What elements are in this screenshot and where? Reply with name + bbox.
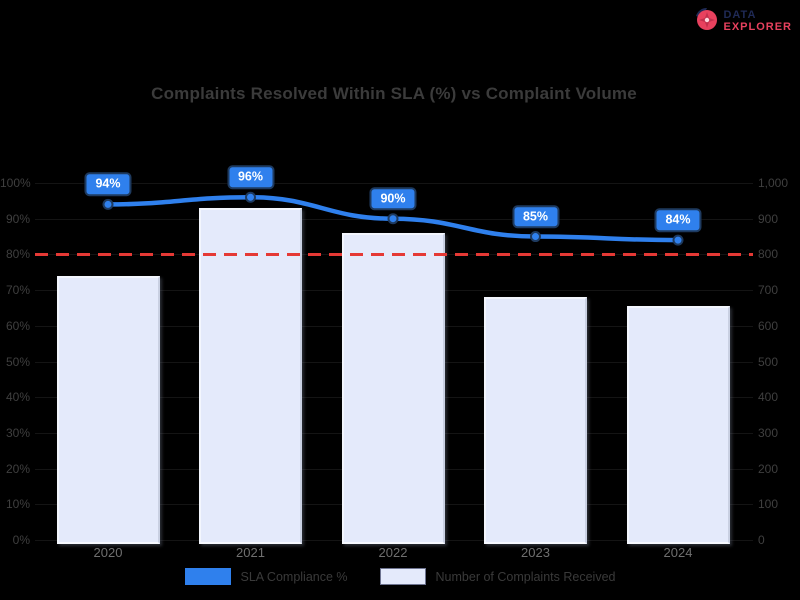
data-label-bubble: 85% — [511, 204, 560, 229]
right-axis-tick-label: 0 — [758, 533, 765, 547]
right-axis-tick-label: 900 — [758, 211, 779, 226]
x-axis-label-2021: 2021 — [236, 545, 265, 560]
left-axis-tick-label: 50% — [5, 354, 30, 369]
x-axis-label-2020: 2020 — [93, 545, 123, 560]
logo-wordmark: DATA EXPLORER — [723, 8, 792, 33]
left-axis-tick-label: 20% — [5, 461, 30, 476]
chart-title: Complaints Resolved Within SLA (%) vs Co… — [151, 84, 637, 103]
data-label-bubble: 84% — [654, 208, 702, 233]
legend-label-bar-series: Number of Complaints Received — [435, 569, 616, 584]
left-axis-tick-label: 40% — [5, 390, 30, 405]
bar-2024 — [626, 306, 730, 544]
right-axis-tick-label: 200 — [758, 461, 779, 476]
right-axis-tick-label: 700 — [758, 283, 779, 298]
logo-line-1: DATA — [723, 8, 757, 21]
logo-compass-icon — [693, 6, 719, 37]
left-axis-tick-label: 10% — [5, 497, 30, 512]
right-axis-tick-label: 500 — [758, 354, 779, 369]
logo-line-2: EXPLORER — [723, 20, 792, 33]
data-label-bubble: 94% — [84, 172, 132, 197]
right-axis-tick-label: 100 — [758, 497, 779, 512]
gridline — [35, 183, 753, 184]
legend-label-line-series: SLA Compliance % — [240, 569, 348, 584]
left-axis-tick-label: 30% — [5, 425, 30, 440]
left-axis-tick-label: 100% — [0, 176, 31, 190]
legend: SLA Compliance % Number of Complaints Re… — [0, 568, 800, 585]
left-axis-tick-label: 70% — [5, 283, 30, 298]
right-axis-tick-label: 300 — [758, 425, 779, 440]
data-label-bubble: 90% — [369, 186, 417, 211]
left-axis-tick-label: 60% — [5, 318, 30, 333]
right-axis-tick-label: 1,000 — [758, 176, 789, 190]
x-axis-label-2022: 2022 — [378, 545, 408, 560]
right-axis-tick-label: 600 — [758, 318, 779, 333]
legend-swatch-bar-series — [379, 568, 426, 585]
x-axis-label-2024: 2024 — [663, 545, 693, 560]
bar-2023 — [484, 297, 587, 544]
right-axis-tick-label: 400 — [758, 390, 779, 405]
logo: DATA EXPLORER — [693, 6, 792, 37]
data-label-bubble: 96% — [226, 165, 275, 190]
x-axis-label-2023: 2023 — [521, 545, 550, 560]
left-axis-tick-label: 90% — [5, 211, 30, 226]
gridline — [35, 218, 753, 220]
left-axis-tick-label: 0% — [12, 533, 30, 547]
bar-2020 — [56, 275, 160, 544]
right-axis-tick-label: 800 — [758, 247, 779, 262]
target-line — [35, 253, 753, 257]
bar-2021 — [199, 207, 302, 544]
legend-swatch-line-series — [184, 568, 231, 585]
left-axis-tick-label: 80% — [5, 247, 30, 262]
bar-2022 — [341, 232, 445, 544]
